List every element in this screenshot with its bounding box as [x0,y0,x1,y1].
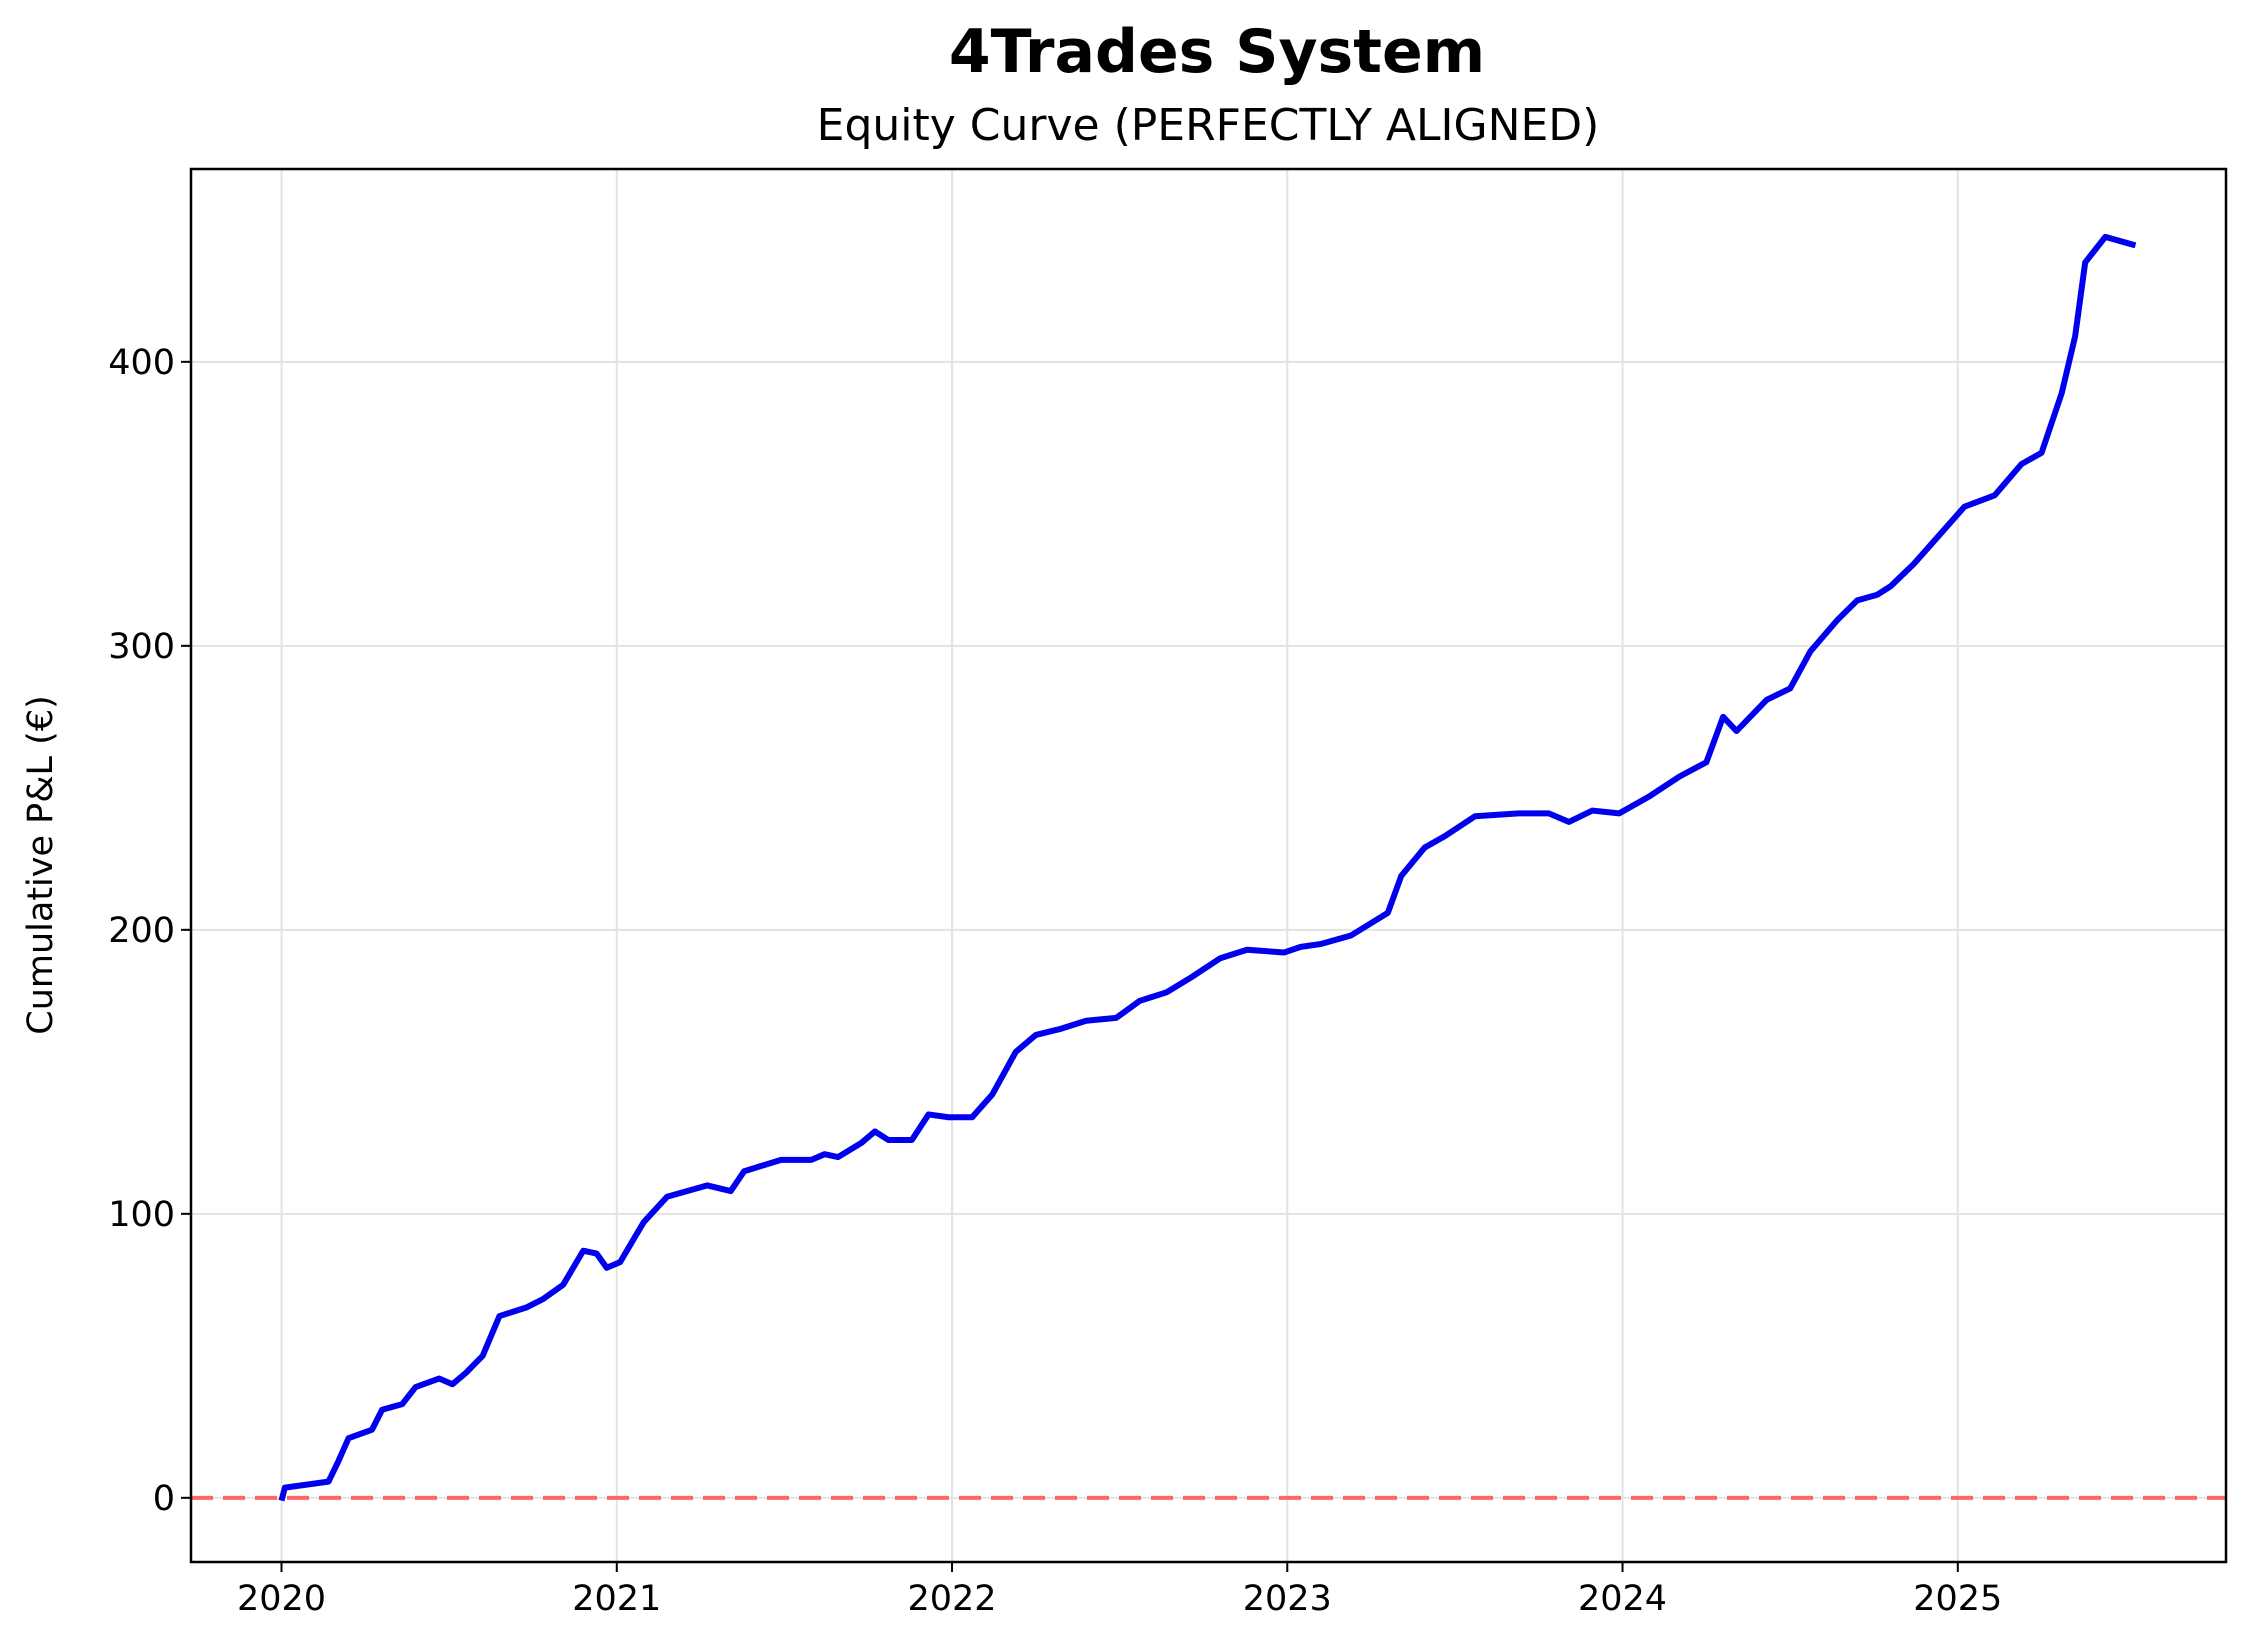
y-tick-label: 0 [153,1479,175,1519]
y-tick-label: 300 [108,627,175,667]
chart-subtitle: Equity Curve (PERFECTLY ALIGNED) [817,100,1600,151]
equity-line [278,233,2137,1502]
y-tick-label: 400 [108,343,175,383]
x-tick-label: 2021 [572,1579,661,1619]
y-tick-label: 200 [108,911,175,951]
x-tick-label: 2025 [1913,1579,2002,1619]
plot-frame [189,167,2228,1564]
y-tick-label: 100 [108,1195,175,1235]
x-tick-label: 2020 [237,1579,326,1619]
chart-title: 4Trades System [949,17,1485,87]
y-axis-label: Cumulative P&L (€) [21,695,61,1035]
x-tick-label: 2024 [1578,1579,1667,1619]
x-tick-label: 2023 [1243,1579,1332,1619]
x-tick-label: 2022 [907,1579,996,1619]
